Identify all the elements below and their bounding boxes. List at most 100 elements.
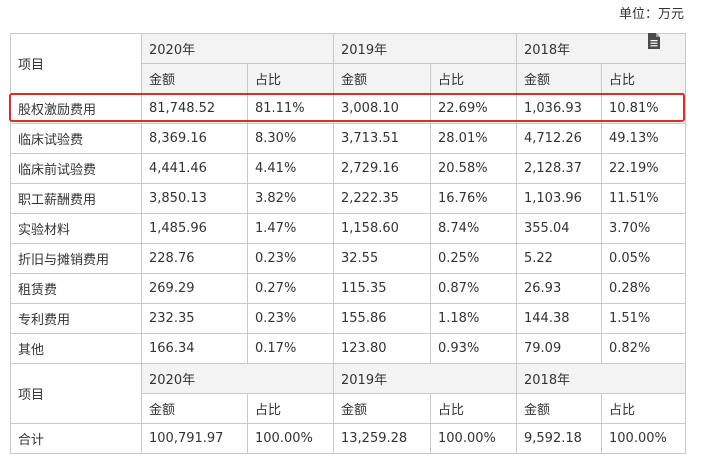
row-label: 股权激励费用 [10, 93, 142, 124]
unit-label: 单位：万元 [618, 7, 684, 22]
header-year-2020: 2020年 [141, 33, 334, 64]
header-year-2019: 2019年 [333, 363, 517, 394]
amount-2020: 3,850.13 [141, 183, 248, 214]
header-year-2018: 2018年 [516, 363, 686, 394]
amount-2019: 2,729.16 [333, 153, 431, 184]
document-icon[interactable] [646, 32, 662, 50]
row-label: 职工薪酬费用 [10, 183, 142, 214]
ratio-2020: 1.47% [247, 213, 334, 244]
total-row: 合计 100,791.97 100.00% 13,259.28 100.00% … [10, 423, 686, 454]
amount-2019: 123.80 [333, 333, 431, 364]
total-amount-2019: 13,259.28 [333, 423, 431, 454]
header-year-2020: 2020年 [141, 363, 334, 394]
amount-2020: 1,485.96 [141, 213, 248, 244]
amount-2018: 1,103.96 [516, 183, 602, 214]
row-label: 租赁费 [10, 273, 142, 304]
amount-2020: 4,441.46 [141, 153, 248, 184]
header-item: 项目 [10, 33, 142, 94]
header-row-years: 项目 2020年 2019年 2018年 [10, 33, 686, 94]
ratio-2019: 16.76% [430, 183, 517, 214]
ratio-2019: 22.69% [430, 93, 517, 124]
ratio-2019: 0.87% [430, 273, 517, 304]
total-ratio-2019: 100.00% [430, 423, 517, 454]
header-ratio: 占比 [247, 63, 334, 94]
row-label: 其他 [10, 333, 142, 364]
amount-2020: 228.76 [141, 243, 248, 274]
ratio-2019: 0.25% [430, 243, 517, 274]
amount-2019: 32.55 [333, 243, 431, 274]
row-label: 实验材料 [10, 213, 142, 244]
row-label: 临床前试验费 [10, 153, 142, 184]
table-row: 临床前试验费 4,441.46 4.41% 2,729.16 20.58% 2,… [10, 153, 686, 184]
header-item: 项目 [10, 363, 142, 424]
table-row: 折旧与摊销费用 228.76 0.23% 32.55 0.25% 5.22 0.… [10, 243, 686, 274]
total-ratio-2020: 100.00% [247, 423, 334, 454]
table-row: 股权激励费用 81,748.52 81.11% 3,008.10 22.69% … [10, 93, 686, 124]
ratio-2020: 0.23% [247, 303, 334, 334]
ratio-2020: 0.27% [247, 273, 334, 304]
amount-2018: 2,128.37 [516, 153, 602, 184]
ratio-2019: 0.93% [430, 333, 517, 364]
table-row: 租赁费 269.29 0.27% 115.35 0.87% 26.93 0.28… [10, 273, 686, 304]
total-label: 合计 [10, 423, 142, 454]
ratio-2019: 8.74% [430, 213, 517, 244]
ratio-2018: 10.81% [601, 93, 686, 124]
header-row-years: 项目 2020年 2019年 2018年 [10, 363, 686, 424]
row-label: 专利费用 [10, 303, 142, 334]
ratio-2018: 3.70% [601, 213, 686, 244]
total-ratio-2018: 100.00% [601, 423, 686, 454]
amount-2019: 2,222.35 [333, 183, 431, 214]
amount-2018: 1,036.93 [516, 93, 602, 124]
amount-2018: 144.38 [516, 303, 602, 334]
amount-2019: 3,713.51 [333, 123, 431, 154]
table-row: 专利费用 232.35 0.23% 155.86 1.18% 144.38 1.… [10, 303, 686, 334]
ratio-2020: 0.17% [247, 333, 334, 364]
table-row: 临床试验费 8,369.16 8.30% 3,713.51 28.01% 4,7… [10, 123, 686, 154]
amount-2019: 155.86 [333, 303, 431, 334]
amount-2020: 269.29 [141, 273, 248, 304]
total-amount-2020: 100,791.97 [141, 423, 248, 454]
header-amount: 金额 [333, 63, 431, 94]
header-ratio: 占比 [430, 63, 517, 94]
header-year-2019: 2019年 [333, 33, 517, 64]
amount-2018: 79.09 [516, 333, 602, 364]
amount-2020: 232.35 [141, 303, 248, 334]
table-row: 实验材料 1,485.96 1.47% 1,158.60 8.74% 355.0… [10, 213, 686, 244]
amount-2019: 115.35 [333, 273, 431, 304]
ratio-2020: 3.82% [247, 183, 334, 214]
header-ratio: 占比 [247, 393, 334, 424]
header-amount: 金额 [333, 393, 431, 424]
row-label: 折旧与摊销费用 [10, 243, 142, 274]
ratio-2020: 0.23% [247, 243, 334, 274]
amount-2020: 166.34 [141, 333, 248, 364]
amount-2020: 8,369.16 [141, 123, 248, 154]
ratio-2019: 20.58% [430, 153, 517, 184]
amount-2018: 355.04 [516, 213, 602, 244]
amount-2018: 5.22 [516, 243, 602, 274]
ratio-2020: 4.41% [247, 153, 334, 184]
amount-2019: 1,158.60 [333, 213, 431, 244]
table-row: 职工薪酬费用 3,850.13 3.82% 2,222.35 16.76% 1,… [10, 183, 686, 214]
amount-2018: 26.93 [516, 273, 602, 304]
header-amount: 金额 [141, 393, 248, 424]
ratio-2018: 0.82% [601, 333, 686, 364]
amount-2018: 4,712.26 [516, 123, 602, 154]
ratio-2018: 1.51% [601, 303, 686, 334]
rd-expense-table: 项目 2020年 2019年 2018年 金额 占比 金额 占比 金额 占比 股… [10, 33, 686, 454]
header-amount: 金额 [141, 63, 248, 94]
ratio-2020: 8.30% [247, 123, 334, 154]
header-amount: 金额 [516, 393, 602, 424]
ratio-2018: 49.13% [601, 123, 686, 154]
total-amount-2018: 9,592.18 [516, 423, 602, 454]
amount-2020: 81,748.52 [141, 93, 248, 124]
table-row: 其他 166.34 0.17% 123.80 0.93% 79.09 0.82% [10, 333, 686, 364]
header-ratio: 占比 [601, 393, 686, 424]
ratio-2018: 22.19% [601, 153, 686, 184]
header-amount: 金额 [516, 63, 602, 94]
row-label: 临床试验费 [10, 123, 142, 154]
ratio-2018: 0.05% [601, 243, 686, 274]
ratio-2020: 81.11% [247, 93, 334, 124]
header-ratio: 占比 [601, 63, 686, 94]
amount-2019: 3,008.10 [333, 93, 431, 124]
ratio-2019: 28.01% [430, 123, 517, 154]
